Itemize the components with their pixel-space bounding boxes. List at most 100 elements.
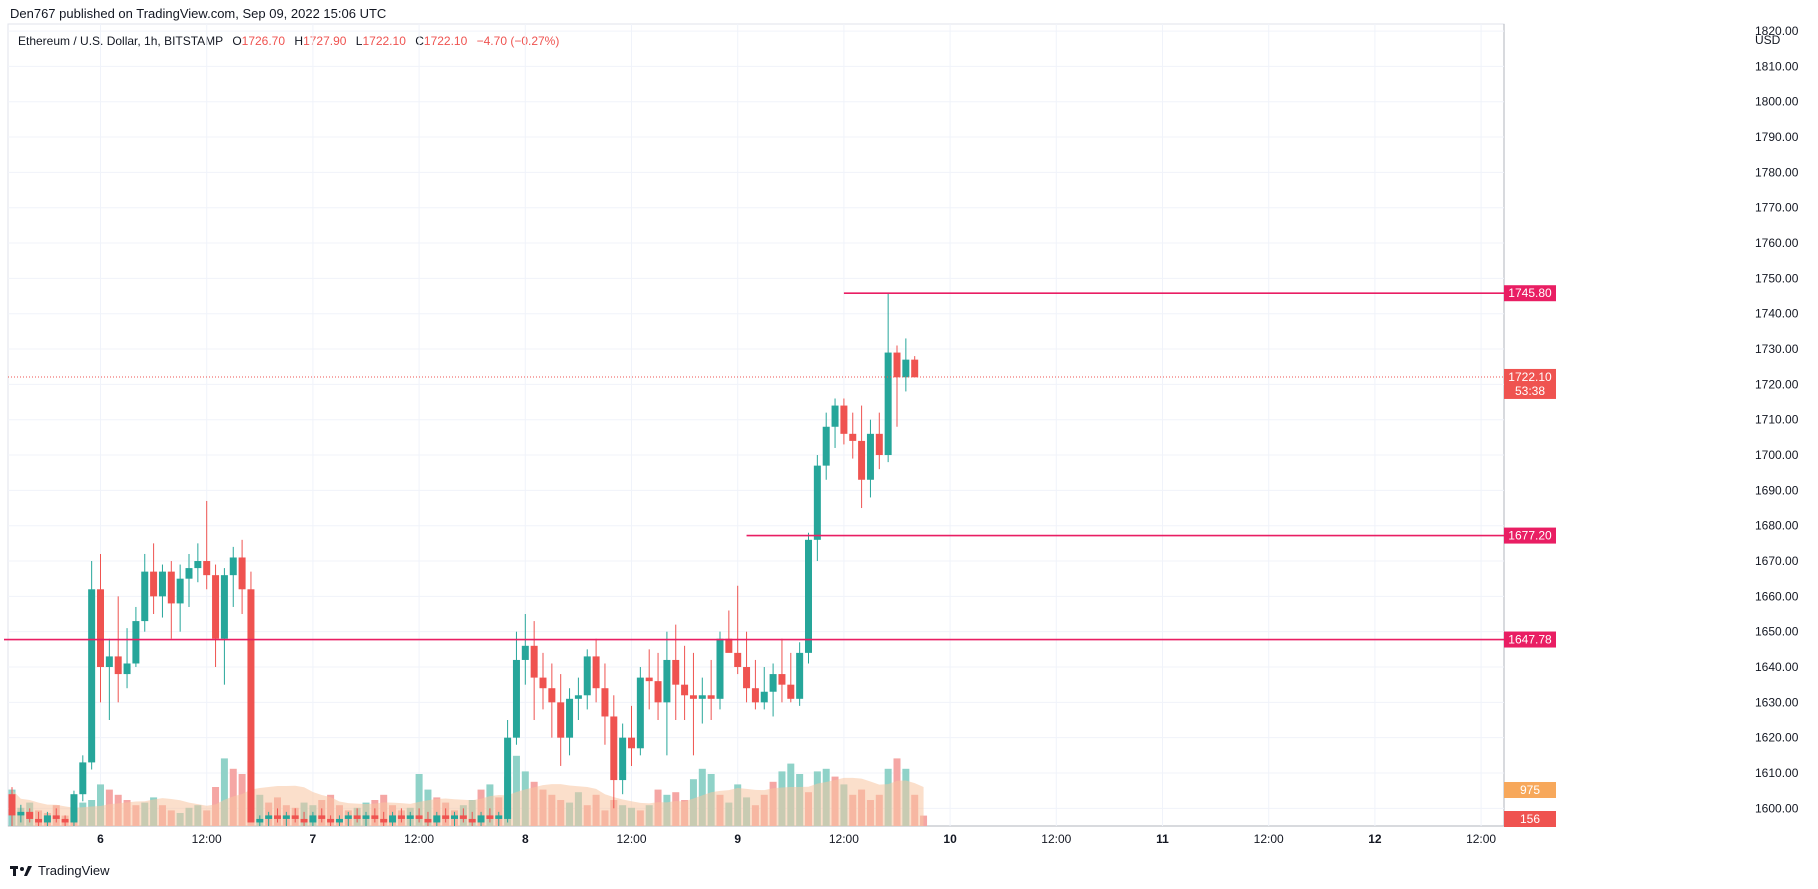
candle-body: [229, 557, 237, 576]
price-tick-label: 1660.00: [1755, 589, 1799, 603]
candle-body: [433, 815, 441, 823]
candle-body: [88, 589, 96, 763]
low-value: 1722.10: [362, 34, 406, 48]
candle-body: [167, 571, 175, 604]
candle-body: [353, 815, 361, 819]
candle-body: [132, 621, 140, 664]
price-tick-label: 1650.00: [1755, 625, 1799, 639]
candle-body: [539, 677, 547, 689]
horizontal-lines: [4, 292, 1504, 641]
candle-body: [707, 695, 715, 699]
candle-body: [389, 815, 397, 823]
candle-body: [79, 762, 87, 795]
price-tick-label: 1680.00: [1755, 519, 1799, 533]
price-tick-label: 1670.00: [1755, 554, 1799, 568]
time-tick-label: 12:00: [404, 832, 434, 846]
time-axis[interactable]: 6 12:00 7 12:00 8 12:00 9 12:00 10 12:00 11 12:00 12…: [97, 832, 1496, 846]
price-chart[interactable]: USD 1600.00 1610.00 1620.00 1630.00 1640.00 16…: [0, 0, 1818, 850]
candle-body: [725, 638, 733, 653]
candle-body: [805, 539, 812, 653]
candle-body: [734, 652, 742, 668]
candle-body: [61, 818, 69, 823]
volume-bar: [512, 755, 520, 826]
volume-tag: [1504, 782, 1556, 798]
candle-body: [796, 652, 804, 699]
candle-body: [831, 405, 839, 427]
candle-body: [902, 359, 910, 378]
price-level-tag: [1504, 631, 1556, 648]
volume-bar: [415, 774, 423, 826]
price-tick-label: 1630.00: [1755, 695, 1799, 709]
currency-label: USD: [1755, 33, 1781, 47]
price-level-tag-label: 1677.20: [1508, 529, 1552, 543]
candle-body: [840, 405, 848, 434]
high-label: H: [294, 34, 304, 48]
tradingview-logo-icon: [10, 865, 32, 876]
candle-body: [548, 688, 556, 703]
candle-body: [424, 818, 432, 823]
price-level-tag: [1504, 527, 1556, 544]
open-label: O: [232, 34, 242, 48]
candle-body: [645, 677, 653, 682]
candle-body: [858, 440, 866, 480]
candle-body: [185, 568, 193, 579]
candle-body: [238, 557, 246, 590]
footer-brand[interactable]: TradingView: [10, 863, 110, 878]
candle-body: [380, 818, 388, 823]
time-tick-label: 12: [1368, 832, 1382, 846]
volume-tag-label: 975: [1520, 783, 1540, 797]
candle-body: [203, 561, 211, 576]
grid-lines: [7, 23, 1505, 827]
price-level-tag: [1504, 285, 1556, 302]
candle-body: [486, 815, 494, 819]
candle-body: [557, 702, 565, 738]
candle-body: [114, 656, 122, 675]
candle-body: [787, 684, 795, 699]
countdown-label: 53:38: [1515, 384, 1545, 398]
candle-body: [663, 659, 671, 703]
candle-body: [327, 818, 335, 823]
candle-body: [220, 575, 228, 639]
candle-body: [769, 674, 777, 692]
price-axis[interactable]: USD 1600.00 1610.00 1620.00 1630.00 1640.00 16…: [1755, 24, 1799, 815]
candle-body: [43, 815, 51, 823]
price-level-tag-label: 1647.78: [1508, 633, 1552, 647]
candle-body: [504, 737, 512, 819]
candles: [8, 292, 919, 826]
candle-body: [530, 645, 538, 678]
symbol-legend: Ethereum / U.S. Dollar, 1h, BITSTAMP O17…: [18, 34, 559, 48]
candle-body: [274, 815, 281, 819]
candle-body: [689, 695, 697, 699]
price-level-tag-label: 1745.80: [1508, 286, 1552, 300]
candle-body: [468, 818, 476, 823]
candle-body: [866, 433, 874, 480]
candle-body: [52, 815, 60, 819]
price-tick-label: 1690.00: [1755, 483, 1799, 497]
price-tick-label: 1610.00: [1755, 766, 1799, 780]
price-tick-label: 1790.00: [1755, 130, 1799, 144]
candle-body: [309, 815, 317, 823]
candle-body: [654, 681, 662, 703]
volume-tag-label: 156: [1520, 812, 1540, 826]
footer-brand-label: TradingView: [38, 863, 110, 878]
candle-body: [123, 663, 131, 675]
candle-body: [521, 645, 529, 660]
candle-body: [397, 815, 405, 819]
open-value: 1726.70: [241, 34, 286, 48]
price-tick-label: 1710.00: [1755, 413, 1799, 427]
candle-body: [300, 818, 308, 823]
candle-body: [344, 815, 352, 819]
volume-tag: [1504, 811, 1556, 827]
candle-body: [459, 815, 467, 819]
candle-body: [743, 667, 751, 689]
time-tick-label: 12:00: [1254, 832, 1284, 846]
time-tick-label: 6: [97, 832, 104, 846]
candle-body: [760, 691, 768, 703]
published-header: Den767 published on TradingView.com, Sep…: [10, 6, 387, 21]
price-tick-label: 1750.00: [1755, 271, 1799, 285]
candle-body: [822, 426, 830, 466]
last-price-label: 1722.10: [1508, 370, 1552, 384]
price-tick-label: 1640.00: [1755, 660, 1799, 674]
price-tick-label: 1760.00: [1755, 236, 1799, 250]
